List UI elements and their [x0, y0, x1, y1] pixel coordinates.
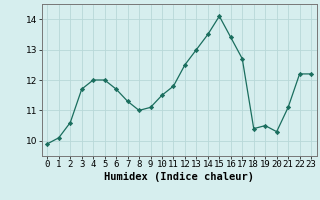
X-axis label: Humidex (Indice chaleur): Humidex (Indice chaleur): [104, 172, 254, 182]
